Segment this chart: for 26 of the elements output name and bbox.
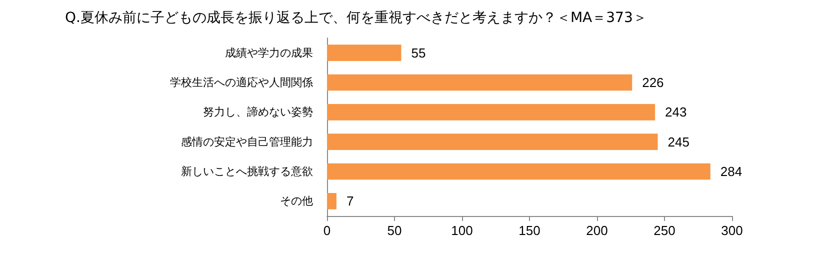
chart-title: Q.夏休み前に子どもの成長を振り返る上で、何を重視すべきだと考えますか？＜MA＝373＞: [65, 10, 647, 26]
x-tick-label: 100: [451, 223, 473, 238]
bar: [327, 44, 402, 61]
bar: [327, 163, 710, 180]
bar: [327, 104, 656, 120]
x-tick-label: 0: [323, 223, 331, 238]
bar: [327, 74, 632, 91]
x-tick-label: 50: [387, 223, 402, 238]
y-tick-label: 成績や学力の成果: [225, 46, 313, 60]
data-label: 243: [665, 104, 687, 120]
bar: [327, 193, 336, 210]
x-tick-label: 300: [721, 223, 743, 238]
y-tick-label: 学校生活への適応や人間関係: [170, 76, 313, 89]
bar: [327, 134, 658, 150]
data-label: 284: [720, 164, 742, 179]
y-tick-label: 感情の安定や自己管理能力: [181, 135, 313, 148]
x-tick-label: 250: [654, 223, 676, 238]
data-label: 55: [411, 45, 426, 60]
x-tick-label: 200: [586, 223, 608, 238]
data-label: 245: [668, 134, 690, 150]
y-tick-label: その他: [280, 194, 313, 208]
data-label: 226: [642, 75, 664, 90]
x-tick-label: 150: [518, 223, 540, 238]
y-tick-label: 新しいことへ挑戦する意欲: [181, 165, 313, 178]
y-tick-label: 努力し、諦めない姿勢: [203, 106, 313, 119]
data-label: 7: [346, 194, 354, 209]
